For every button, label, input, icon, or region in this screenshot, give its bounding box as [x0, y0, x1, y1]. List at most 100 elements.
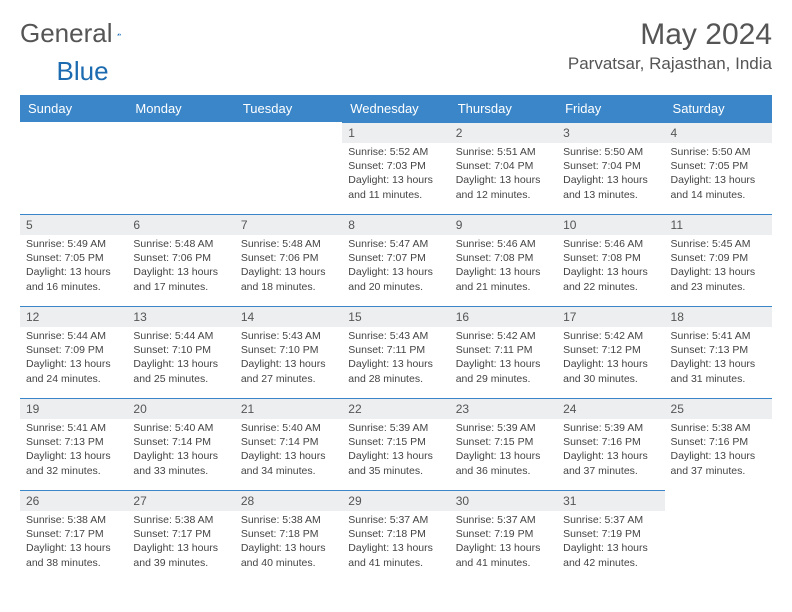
weekday-header: Wednesday [342, 95, 449, 122]
calendar-day-cell: 22Sunrise: 5:39 AMSunset: 7:15 PMDayligh… [342, 398, 449, 490]
day-number: 3 [557, 122, 664, 143]
day-number: 30 [450, 490, 557, 511]
calendar-day-cell: 4Sunrise: 5:50 AMSunset: 7:05 PMDaylight… [665, 122, 772, 214]
day-content: Sunrise: 5:38 AMSunset: 7:17 PMDaylight:… [20, 511, 127, 574]
calendar-day-cell: 25Sunrise: 5:38 AMSunset: 7:16 PMDayligh… [665, 398, 772, 490]
day-number: 10 [557, 214, 664, 235]
calendar-week-row: 1Sunrise: 5:52 AMSunset: 7:03 PMDaylight… [20, 122, 772, 214]
logo-text-1: General [20, 18, 113, 49]
day-number: 22 [342, 398, 449, 419]
day-number: 2 [450, 122, 557, 143]
calendar-day-cell: 17Sunrise: 5:42 AMSunset: 7:12 PMDayligh… [557, 306, 664, 398]
day-content: Sunrise: 5:39 AMSunset: 7:15 PMDaylight:… [342, 419, 449, 482]
calendar-day-cell: 31Sunrise: 5:37 AMSunset: 7:19 PMDayligh… [557, 490, 664, 582]
calendar-day-cell: 24Sunrise: 5:39 AMSunset: 7:16 PMDayligh… [557, 398, 664, 490]
day-number: 27 [127, 490, 234, 511]
logo: General [20, 18, 145, 49]
calendar-day-cell: 3Sunrise: 5:50 AMSunset: 7:04 PMDaylight… [557, 122, 664, 214]
day-number: 26 [20, 490, 127, 511]
weekday-header: Sunday [20, 95, 127, 122]
weekday-header: Monday [127, 95, 234, 122]
day-number: 7 [235, 214, 342, 235]
calendar-day-cell: 10Sunrise: 5:46 AMSunset: 7:08 PMDayligh… [557, 214, 664, 306]
day-content: Sunrise: 5:51 AMSunset: 7:04 PMDaylight:… [450, 143, 557, 206]
day-number: 1 [342, 122, 449, 143]
month-title: May 2024 [568, 18, 772, 52]
day-content: Sunrise: 5:38 AMSunset: 7:16 PMDaylight:… [665, 419, 772, 482]
calendar-week-row: 19Sunrise: 5:41 AMSunset: 7:13 PMDayligh… [20, 398, 772, 490]
day-content: Sunrise: 5:48 AMSunset: 7:06 PMDaylight:… [235, 235, 342, 298]
calendar-day-cell: 27Sunrise: 5:38 AMSunset: 7:17 PMDayligh… [127, 490, 234, 582]
calendar-day-cell [235, 122, 342, 214]
calendar-day-cell: 2Sunrise: 5:51 AMSunset: 7:04 PMDaylight… [450, 122, 557, 214]
day-content: Sunrise: 5:39 AMSunset: 7:15 PMDaylight:… [450, 419, 557, 482]
day-number: 24 [557, 398, 664, 419]
day-content: Sunrise: 5:48 AMSunset: 7:06 PMDaylight:… [127, 235, 234, 298]
calendar-day-cell: 7Sunrise: 5:48 AMSunset: 7:06 PMDaylight… [235, 214, 342, 306]
calendar-day-cell [20, 122, 127, 214]
day-number: 11 [665, 214, 772, 235]
day-content: Sunrise: 5:40 AMSunset: 7:14 PMDaylight:… [235, 419, 342, 482]
day-number: 4 [665, 122, 772, 143]
day-content: Sunrise: 5:38 AMSunset: 7:18 PMDaylight:… [235, 511, 342, 574]
day-number: 28 [235, 490, 342, 511]
day-number: 6 [127, 214, 234, 235]
logo-icon [117, 24, 121, 44]
day-number: 12 [20, 306, 127, 327]
calendar-day-cell: 5Sunrise: 5:49 AMSunset: 7:05 PMDaylight… [20, 214, 127, 306]
day-number: 25 [665, 398, 772, 419]
day-content: Sunrise: 5:38 AMSunset: 7:17 PMDaylight:… [127, 511, 234, 574]
day-content: Sunrise: 5:37 AMSunset: 7:18 PMDaylight:… [342, 511, 449, 574]
calendar-day-cell: 15Sunrise: 5:43 AMSunset: 7:11 PMDayligh… [342, 306, 449, 398]
day-content: Sunrise: 5:50 AMSunset: 7:05 PMDaylight:… [665, 143, 772, 206]
calendar-day-cell: 11Sunrise: 5:45 AMSunset: 7:09 PMDayligh… [665, 214, 772, 306]
calendar-day-cell: 23Sunrise: 5:39 AMSunset: 7:15 PMDayligh… [450, 398, 557, 490]
calendar-day-cell [665, 490, 772, 582]
calendar-day-cell: 21Sunrise: 5:40 AMSunset: 7:14 PMDayligh… [235, 398, 342, 490]
calendar-day-cell: 14Sunrise: 5:43 AMSunset: 7:10 PMDayligh… [235, 306, 342, 398]
day-number: 17 [557, 306, 664, 327]
day-content: Sunrise: 5:46 AMSunset: 7:08 PMDaylight:… [450, 235, 557, 298]
day-content: Sunrise: 5:42 AMSunset: 7:11 PMDaylight:… [450, 327, 557, 390]
day-number: 29 [342, 490, 449, 511]
calendar-day-cell: 9Sunrise: 5:46 AMSunset: 7:08 PMDaylight… [450, 214, 557, 306]
weekday-header: Saturday [665, 95, 772, 122]
title-block: May 2024 Parvatsar, Rajasthan, India [568, 18, 772, 74]
calendar-day-cell: 18Sunrise: 5:41 AMSunset: 7:13 PMDayligh… [665, 306, 772, 398]
day-number: 5 [20, 214, 127, 235]
calendar-week-row: 12Sunrise: 5:44 AMSunset: 7:09 PMDayligh… [20, 306, 772, 398]
calendar-day-cell: 19Sunrise: 5:41 AMSunset: 7:13 PMDayligh… [20, 398, 127, 490]
calendar-day-cell: 8Sunrise: 5:47 AMSunset: 7:07 PMDaylight… [342, 214, 449, 306]
day-number: 14 [235, 306, 342, 327]
calendar-table: SundayMondayTuesdayWednesdayThursdayFrid… [20, 95, 772, 582]
calendar-day-cell: 30Sunrise: 5:37 AMSunset: 7:19 PMDayligh… [450, 490, 557, 582]
day-content: Sunrise: 5:49 AMSunset: 7:05 PMDaylight:… [20, 235, 127, 298]
calendar-head: SundayMondayTuesdayWednesdayThursdayFrid… [20, 95, 772, 122]
calendar-day-cell [127, 122, 234, 214]
day-content: Sunrise: 5:37 AMSunset: 7:19 PMDaylight:… [450, 511, 557, 574]
day-number: 20 [127, 398, 234, 419]
day-content: Sunrise: 5:43 AMSunset: 7:10 PMDaylight:… [235, 327, 342, 390]
day-content: Sunrise: 5:44 AMSunset: 7:09 PMDaylight:… [20, 327, 127, 390]
calendar-day-cell: 12Sunrise: 5:44 AMSunset: 7:09 PMDayligh… [20, 306, 127, 398]
calendar-week-row: 26Sunrise: 5:38 AMSunset: 7:17 PMDayligh… [20, 490, 772, 582]
weekday-header: Tuesday [235, 95, 342, 122]
calendar-day-cell: 13Sunrise: 5:44 AMSunset: 7:10 PMDayligh… [127, 306, 234, 398]
calendar-day-cell: 20Sunrise: 5:40 AMSunset: 7:14 PMDayligh… [127, 398, 234, 490]
location: Parvatsar, Rajasthan, India [568, 54, 772, 74]
day-number: 13 [127, 306, 234, 327]
day-number: 8 [342, 214, 449, 235]
day-content: Sunrise: 5:41 AMSunset: 7:13 PMDaylight:… [20, 419, 127, 482]
day-number: 9 [450, 214, 557, 235]
day-number: 15 [342, 306, 449, 327]
day-number: 16 [450, 306, 557, 327]
calendar-day-cell: 28Sunrise: 5:38 AMSunset: 7:18 PMDayligh… [235, 490, 342, 582]
calendar-day-cell: 26Sunrise: 5:38 AMSunset: 7:17 PMDayligh… [20, 490, 127, 582]
day-content: Sunrise: 5:42 AMSunset: 7:12 PMDaylight:… [557, 327, 664, 390]
calendar-week-row: 5Sunrise: 5:49 AMSunset: 7:05 PMDaylight… [20, 214, 772, 306]
day-content: Sunrise: 5:44 AMSunset: 7:10 PMDaylight:… [127, 327, 234, 390]
day-content: Sunrise: 5:43 AMSunset: 7:11 PMDaylight:… [342, 327, 449, 390]
day-content: Sunrise: 5:46 AMSunset: 7:08 PMDaylight:… [557, 235, 664, 298]
weekday-header: Thursday [450, 95, 557, 122]
calendar-day-cell: 29Sunrise: 5:37 AMSunset: 7:18 PMDayligh… [342, 490, 449, 582]
